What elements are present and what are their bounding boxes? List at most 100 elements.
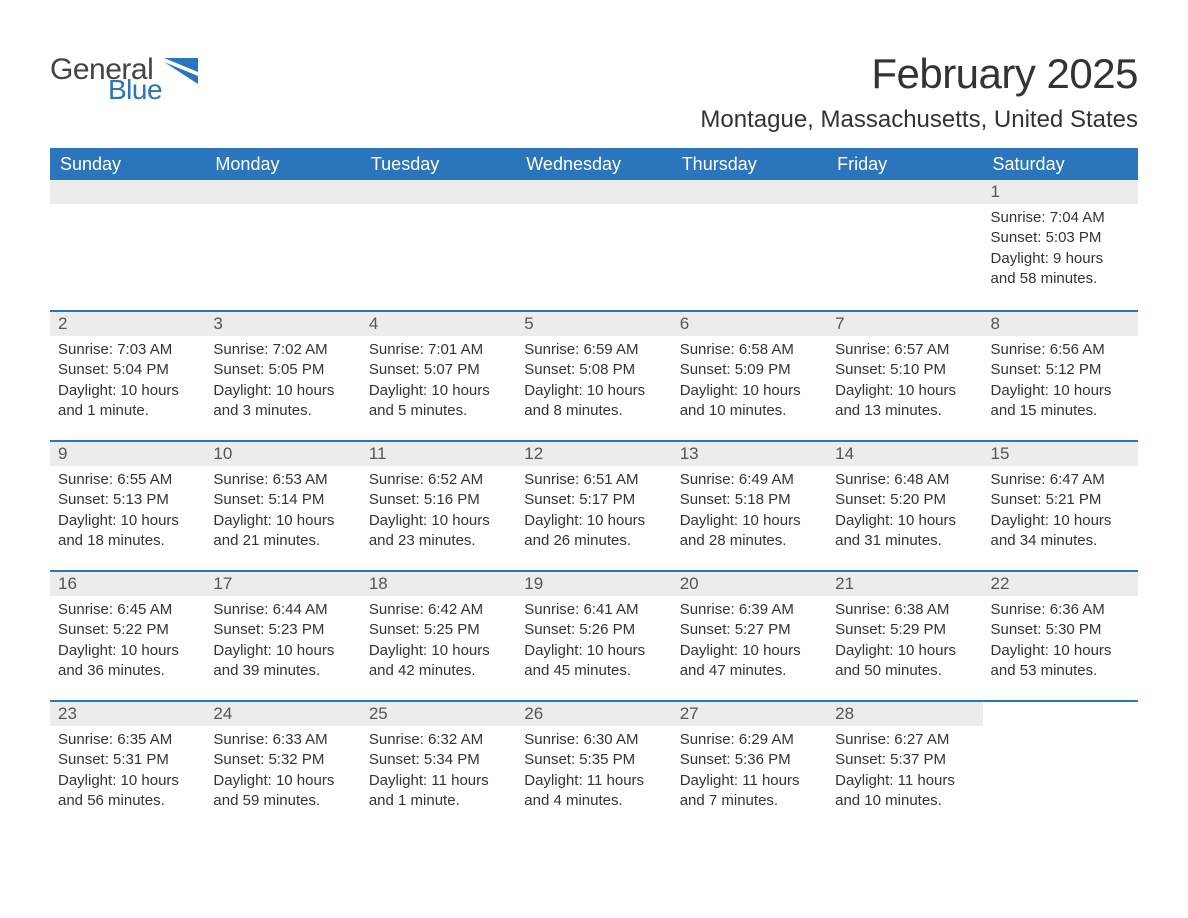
- day-body: Sunrise: 6:48 AMSunset: 5:20 PMDaylight:…: [827, 466, 982, 559]
- sunrise-text: Sunrise: 6:42 AM: [369, 600, 508, 620]
- day-cell: 19Sunrise: 6:41 AMSunset: 5:26 PMDayligh…: [516, 572, 671, 700]
- day-body: Sunrise: 6:52 AMSunset: 5:16 PMDaylight:…: [361, 466, 516, 559]
- weekday-header: Thursday: [672, 154, 827, 175]
- sunset-text: Sunset: 5:18 PM: [680, 490, 819, 510]
- sunset-text: Sunset: 5:25 PM: [369, 620, 508, 640]
- title-block: February 2025 Montague, Massachusetts, U…: [700, 50, 1138, 134]
- day-number: 27: [672, 702, 827, 726]
- day-number: [50, 180, 205, 204]
- sunset-text: Sunset: 5:35 PM: [524, 750, 663, 770]
- sunrise-text: Sunrise: 6:27 AM: [835, 730, 974, 750]
- day-body: Sunrise: 6:55 AMSunset: 5:13 PMDaylight:…: [50, 466, 205, 559]
- sunset-text: Sunset: 5:09 PM: [680, 360, 819, 380]
- day-number: [516, 180, 671, 204]
- sunset-text: Sunset: 5:34 PM: [369, 750, 508, 770]
- daylight-text: Daylight: 10 hours and 18 minutes.: [58, 511, 197, 552]
- day-body: Sunrise: 6:47 AMSunset: 5:21 PMDaylight:…: [983, 466, 1138, 559]
- sunset-text: Sunset: 5:04 PM: [58, 360, 197, 380]
- day-number: 24: [205, 702, 360, 726]
- day-cell: 1Sunrise: 7:04 AMSunset: 5:03 PMDaylight…: [983, 180, 1138, 310]
- sunrise-text: Sunrise: 7:01 AM: [369, 340, 508, 360]
- daylight-text: Daylight: 11 hours and 1 minute.: [369, 771, 508, 812]
- sunset-text: Sunset: 5:37 PM: [835, 750, 974, 770]
- day-number: 6: [672, 312, 827, 336]
- daylight-text: Daylight: 9 hours and 58 minutes.: [991, 249, 1130, 290]
- sunrise-text: Sunrise: 6:58 AM: [680, 340, 819, 360]
- calendar-grid: SundayMondayTuesdayWednesdayThursdayFrid…: [50, 148, 1138, 830]
- sunrise-text: Sunrise: 6:52 AM: [369, 470, 508, 490]
- logo: General Blue: [50, 50, 198, 102]
- daylight-text: Daylight: 10 hours and 31 minutes.: [835, 511, 974, 552]
- day-cell: 18Sunrise: 6:42 AMSunset: 5:25 PMDayligh…: [361, 572, 516, 700]
- day-number: 23: [50, 702, 205, 726]
- sunrise-text: Sunrise: 6:41 AM: [524, 600, 663, 620]
- day-body: Sunrise: 6:33 AMSunset: 5:32 PMDaylight:…: [205, 726, 360, 819]
- sunrise-text: Sunrise: 6:48 AM: [835, 470, 974, 490]
- day-cell: 3Sunrise: 7:02 AMSunset: 5:05 PMDaylight…: [205, 312, 360, 440]
- daylight-text: Daylight: 10 hours and 10 minutes.: [680, 381, 819, 422]
- day-number: 19: [516, 572, 671, 596]
- day-number: 11: [361, 442, 516, 466]
- day-cell: 7Sunrise: 6:57 AMSunset: 5:10 PMDaylight…: [827, 312, 982, 440]
- day-body: Sunrise: 6:27 AMSunset: 5:37 PMDaylight:…: [827, 726, 982, 819]
- day-number: [827, 180, 982, 204]
- day-number: [361, 180, 516, 204]
- day-body: Sunrise: 6:49 AMSunset: 5:18 PMDaylight:…: [672, 466, 827, 559]
- day-number: 4: [361, 312, 516, 336]
- day-cell: [983, 702, 1138, 830]
- weekday-header: Friday: [827, 154, 982, 175]
- day-body: [672, 204, 827, 284]
- day-body: Sunrise: 6:39 AMSunset: 5:27 PMDaylight:…: [672, 596, 827, 689]
- day-cell: 26Sunrise: 6:30 AMSunset: 5:35 PMDayligh…: [516, 702, 671, 830]
- day-number: 28: [827, 702, 982, 726]
- weekday-header: Saturday: [983, 154, 1138, 175]
- day-cell: 9Sunrise: 6:55 AMSunset: 5:13 PMDaylight…: [50, 442, 205, 570]
- day-number: 5: [516, 312, 671, 336]
- day-body: Sunrise: 6:58 AMSunset: 5:09 PMDaylight:…: [672, 336, 827, 429]
- daylight-text: Daylight: 10 hours and 56 minutes.: [58, 771, 197, 812]
- day-number: 18: [361, 572, 516, 596]
- day-body: Sunrise: 6:57 AMSunset: 5:10 PMDaylight:…: [827, 336, 982, 429]
- day-number: [983, 702, 1138, 726]
- day-number: 9: [50, 442, 205, 466]
- daylight-text: Daylight: 10 hours and 34 minutes.: [991, 511, 1130, 552]
- day-cell: 12Sunrise: 6:51 AMSunset: 5:17 PMDayligh…: [516, 442, 671, 570]
- sunset-text: Sunset: 5:31 PM: [58, 750, 197, 770]
- day-number: 15: [983, 442, 1138, 466]
- day-cell: 5Sunrise: 6:59 AMSunset: 5:08 PMDaylight…: [516, 312, 671, 440]
- day-cell: 4Sunrise: 7:01 AMSunset: 5:07 PMDaylight…: [361, 312, 516, 440]
- daylight-text: Daylight: 11 hours and 4 minutes.: [524, 771, 663, 812]
- sunset-text: Sunset: 5:23 PM: [213, 620, 352, 640]
- sunset-text: Sunset: 5:32 PM: [213, 750, 352, 770]
- day-body: Sunrise: 6:38 AMSunset: 5:29 PMDaylight:…: [827, 596, 982, 689]
- day-body: Sunrise: 6:30 AMSunset: 5:35 PMDaylight:…: [516, 726, 671, 819]
- daylight-text: Daylight: 10 hours and 23 minutes.: [369, 511, 508, 552]
- day-cell: [827, 180, 982, 310]
- day-body: Sunrise: 6:59 AMSunset: 5:08 PMDaylight:…: [516, 336, 671, 429]
- sunset-text: Sunset: 5:30 PM: [991, 620, 1130, 640]
- day-number: 21: [827, 572, 982, 596]
- day-body: [205, 204, 360, 284]
- daylight-text: Daylight: 10 hours and 53 minutes.: [991, 641, 1130, 682]
- day-cell: 10Sunrise: 6:53 AMSunset: 5:14 PMDayligh…: [205, 442, 360, 570]
- daylight-text: Daylight: 10 hours and 39 minutes.: [213, 641, 352, 682]
- day-number: [672, 180, 827, 204]
- day-cell: 24Sunrise: 6:33 AMSunset: 5:32 PMDayligh…: [205, 702, 360, 830]
- sunrise-text: Sunrise: 6:53 AM: [213, 470, 352, 490]
- logo-text: General Blue: [50, 56, 162, 102]
- weekday-header-row: SundayMondayTuesdayWednesdayThursdayFrid…: [50, 148, 1138, 180]
- day-body: Sunrise: 6:29 AMSunset: 5:36 PMDaylight:…: [672, 726, 827, 819]
- day-body: Sunrise: 7:02 AMSunset: 5:05 PMDaylight:…: [205, 336, 360, 429]
- day-number: 20: [672, 572, 827, 596]
- sunset-text: Sunset: 5:03 PM: [991, 228, 1130, 248]
- daylight-text: Daylight: 10 hours and 26 minutes.: [524, 511, 663, 552]
- daylight-text: Daylight: 10 hours and 21 minutes.: [213, 511, 352, 552]
- day-number: 12: [516, 442, 671, 466]
- day-body: Sunrise: 6:42 AMSunset: 5:25 PMDaylight:…: [361, 596, 516, 689]
- day-body: Sunrise: 6:41 AMSunset: 5:26 PMDaylight:…: [516, 596, 671, 689]
- sunrise-text: Sunrise: 6:30 AM: [524, 730, 663, 750]
- day-number: 13: [672, 442, 827, 466]
- day-number: [205, 180, 360, 204]
- day-number: 25: [361, 702, 516, 726]
- day-body: [516, 204, 671, 284]
